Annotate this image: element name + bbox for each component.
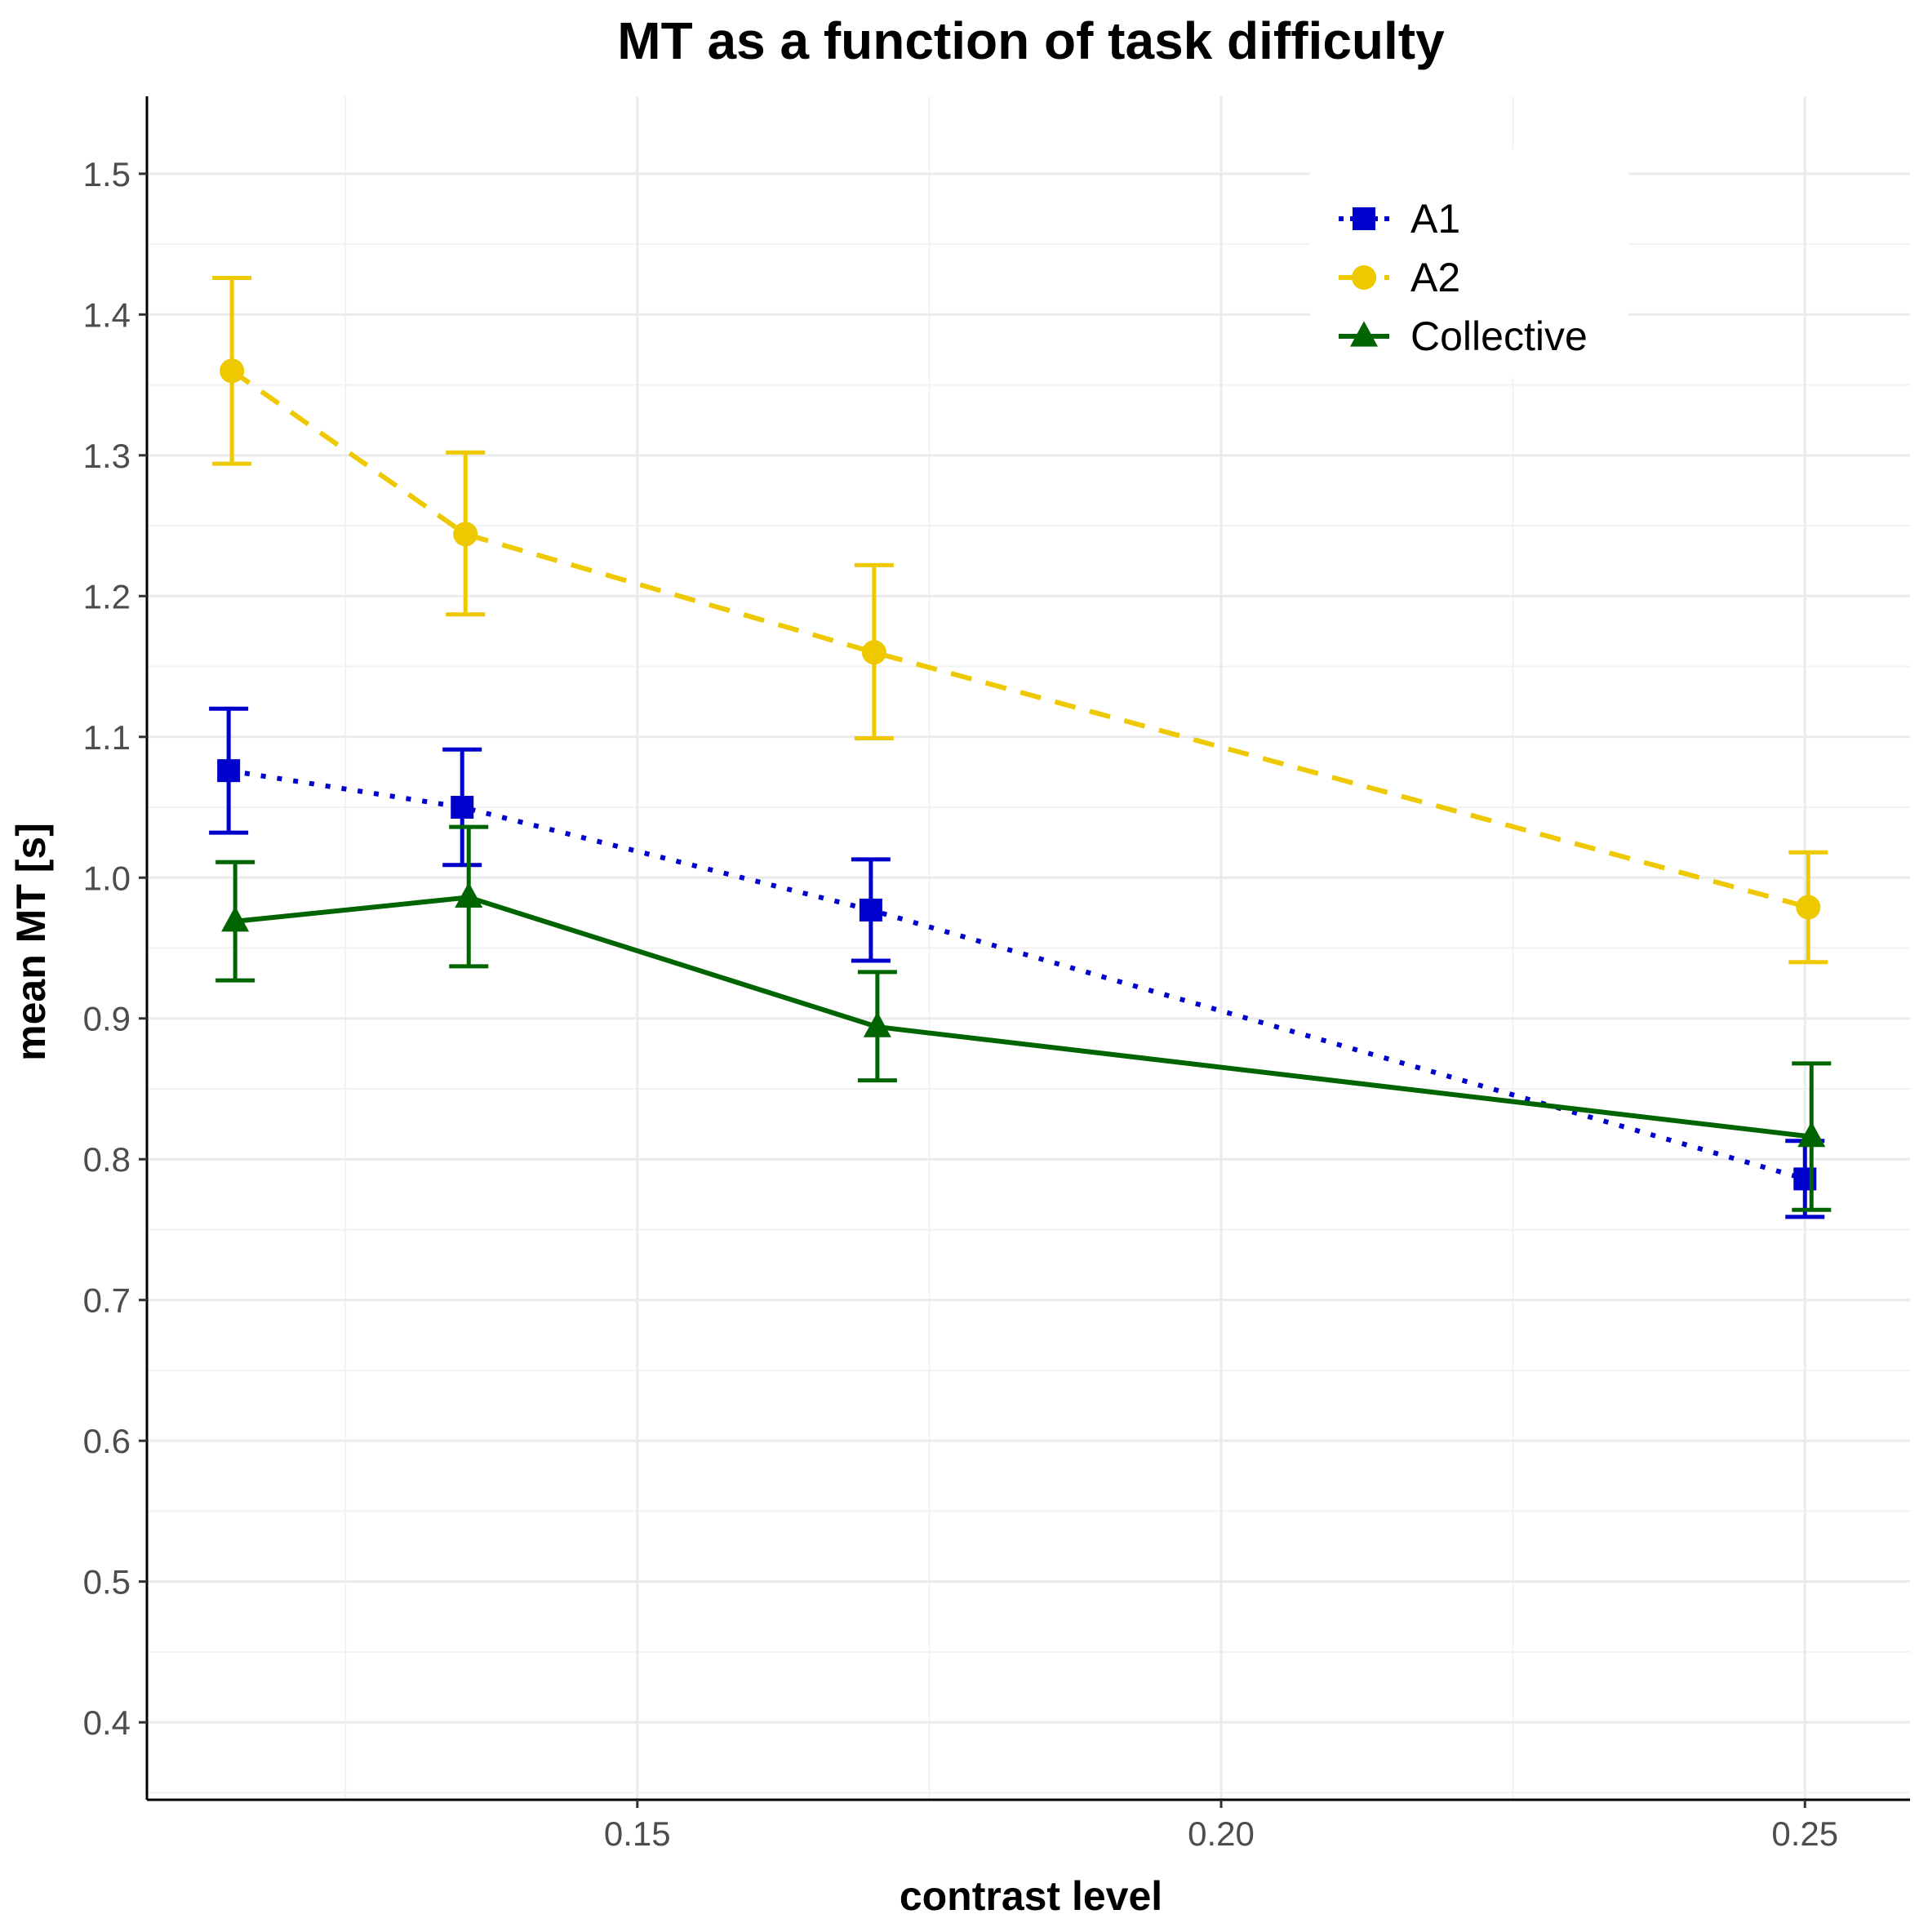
data-point — [859, 898, 882, 922]
series-a2 — [212, 275, 1828, 965]
legend-marker — [1353, 207, 1375, 230]
chart-title: MT as a function of task difficulty — [617, 11, 1445, 70]
legend-entry-collective: Collective — [1339, 313, 1588, 359]
y-tick-label: 1.3 — [83, 437, 131, 475]
y-tick-label: 0.9 — [83, 1000, 131, 1038]
legend-entry-a2: A2 — [1339, 255, 1460, 300]
series — [209, 275, 1832, 1219]
data-point — [455, 882, 483, 908]
data-point — [453, 522, 478, 547]
y-tick-label: 1.1 — [83, 718, 131, 757]
y-tick-label: 1.4 — [83, 295, 131, 334]
x-tick-label: 0.20 — [1188, 1814, 1255, 1853]
y-tick-label: 1.2 — [83, 577, 131, 615]
data-point — [451, 796, 474, 819]
x-tick-label: 0.25 — [1771, 1814, 1838, 1853]
x-axis-label: contrast level — [900, 1873, 1162, 1919]
y-tick-label: 0.4 — [83, 1703, 131, 1742]
data-point — [863, 1011, 891, 1037]
data-point — [220, 358, 245, 384]
legend-label: A2 — [1410, 255, 1460, 300]
series-line — [230, 368, 1810, 910]
legend: A1 A2 Collective — [1310, 149, 1628, 378]
y-tick-label: 1.5 — [83, 155, 131, 193]
series-line — [228, 768, 1806, 1182]
y-tick-label: 0.6 — [83, 1422, 131, 1460]
x-tick-label: 0.15 — [604, 1814, 671, 1853]
data-point — [1797, 1121, 1826, 1148]
legend-label: Collective — [1410, 313, 1588, 359]
tick-labels: 0.4 0.5 0.6 0.7 0.8 0.9 1.0 1.1 1.2 1.3 1.4 1.5 0.15… — [83, 155, 1839, 1853]
y-axis-label: mean MT [s] — [8, 823, 54, 1061]
legend-entries: A1 A2 Collective — [1339, 196, 1588, 359]
legend-entry-a1: A1 — [1339, 196, 1460, 242]
y-tick-label: 1.0 — [83, 859, 131, 897]
legend-marker — [1350, 321, 1378, 347]
legend-label: A1 — [1410, 196, 1460, 242]
data-point — [217, 759, 241, 783]
legend-marker — [1352, 265, 1376, 290]
data-point — [221, 906, 250, 932]
y-tick-label: 0.8 — [83, 1140, 131, 1179]
data-point — [861, 640, 886, 665]
data-point — [1796, 895, 1821, 920]
series-collective — [215, 824, 1832, 1212]
series-line — [234, 895, 1812, 1139]
y-tick-label: 0.7 — [83, 1281, 131, 1320]
grid — [147, 96, 1910, 1800]
axes — [145, 96, 1910, 1801]
series-a1 — [209, 706, 1825, 1219]
y-tick-label: 0.5 — [83, 1563, 131, 1601]
